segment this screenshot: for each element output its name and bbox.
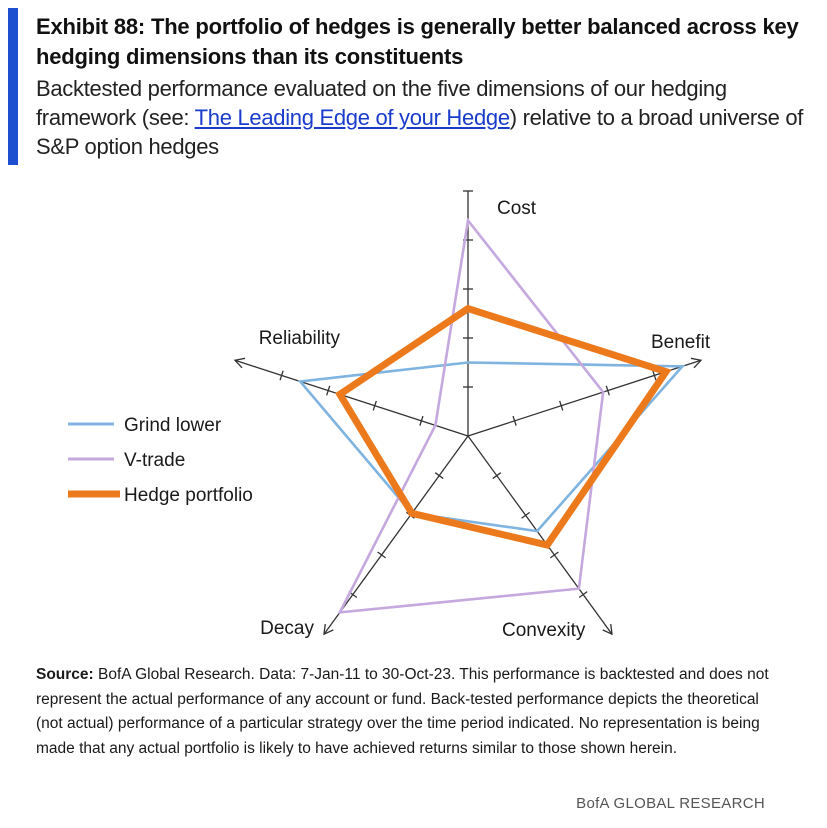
axis-line-convexity — [467, 435, 613, 635]
axis-label-benefit: Benefit — [651, 332, 711, 353]
axis-tick-convexity — [578, 591, 588, 599]
axis-tick-benefit — [559, 400, 564, 411]
legend-label-v-trade: V-trade — [124, 450, 185, 471]
axis-tick-benefit — [652, 370, 657, 381]
axis-arrow-decay — [323, 623, 334, 636]
subtitle-text-before: Backtested performance evaluated on the … — [36, 76, 727, 130]
radar-series — [297, 217, 686, 614]
report-link[interactable]: The Leading Edge of your Hedge — [194, 105, 510, 130]
exhibit-title: Exhibit 88: The portfolio of hedges is g… — [36, 14, 799, 69]
series-v-trade — [337, 217, 605, 614]
radar-axes — [233, 190, 703, 636]
source-text: BofA Global Research. Data: 7-Jan-11 to … — [36, 666, 769, 757]
brand-footer: BofA GLOBAL RESEARCH — [576, 795, 765, 812]
subtitle-text-after: ) relative to a broad universe of S&P op… — [36, 105, 804, 159]
axis-tick-convexity — [521, 511, 531, 519]
axis-tick-reliability — [372, 400, 377, 411]
chart-legend: Grind lower V-trade Hedge portfolio — [68, 415, 253, 506]
axis-tick-benefit — [512, 415, 517, 426]
axis-line-decay — [323, 435, 469, 635]
source-label: Source: — [36, 666, 94, 683]
axis-tick-convexity — [549, 551, 559, 559]
axis-tick-benefit — [605, 385, 610, 396]
axis-line-reliability — [234, 359, 469, 437]
axis-arrow-convexity — [602, 623, 613, 636]
series-grind-lower — [297, 361, 686, 533]
legend-label-hedge-portfolio: Hedge portfolio — [124, 485, 253, 506]
axis-tick-convexity — [492, 472, 502, 480]
axis-tick-reliability — [419, 415, 424, 426]
exhibit-subtitle: Backtested performance evaluated on the … — [36, 74, 806, 161]
axis-tick-decay — [377, 551, 387, 559]
axis-label-decay: Decay — [260, 618, 314, 639]
footer-note: Source: BofA Global Research. Data: 7-Ja… — [36, 663, 776, 761]
legend-label-grind-lower: Grind lower — [124, 415, 222, 436]
axis-tick-reliability — [279, 370, 284, 381]
axis-label-convexity: Convexity — [502, 620, 586, 641]
axis-label-cost: Cost — [497, 198, 537, 219]
axis-tick-reliability — [326, 385, 331, 396]
series-hedge-portfolio — [335, 304, 672, 549]
axis-tick-decay — [434, 472, 444, 480]
axis-label-reliability: Reliability — [259, 328, 341, 349]
header: Exhibit 88: The portfolio of hedges is g… — [36, 12, 806, 161]
axis-arrow-reliability — [233, 357, 246, 369]
radar-axis-labels: Cost Benefit Convexity Decay Reliability — [259, 198, 711, 641]
accent-bar — [8, 8, 18, 165]
axis-arrow-benefit — [690, 357, 703, 369]
